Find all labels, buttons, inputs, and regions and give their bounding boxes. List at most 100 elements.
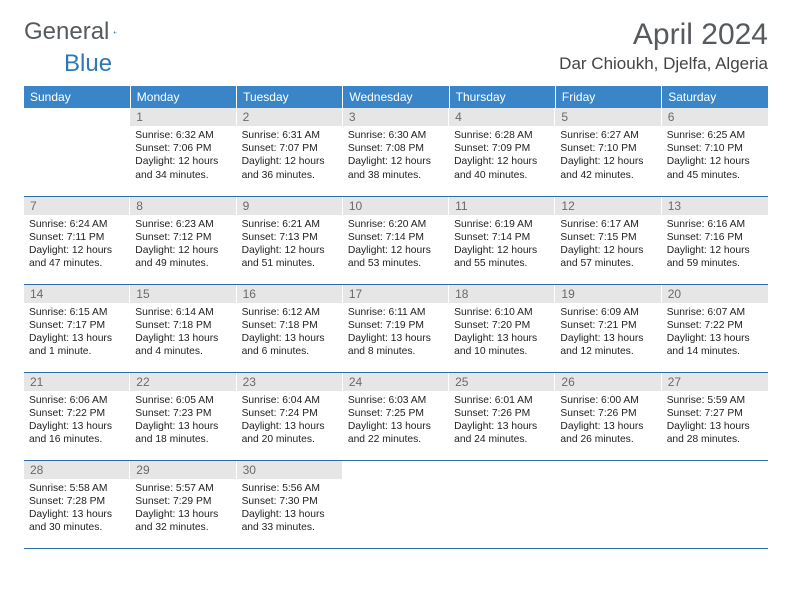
calendar-day-cell: 24Sunrise: 6:03 AMSunset: 7:25 PMDayligh… bbox=[343, 372, 449, 460]
calendar-day-cell: 6Sunrise: 6:25 AMSunset: 7:10 PMDaylight… bbox=[662, 108, 768, 196]
calendar-day-cell: 3Sunrise: 6:30 AMSunset: 7:08 PMDaylight… bbox=[343, 108, 449, 196]
day-number: 8 bbox=[130, 197, 236, 215]
calendar-day-cell bbox=[343, 460, 449, 548]
day-number: 7 bbox=[24, 197, 130, 215]
day-details: Sunrise: 6:10 AMSunset: 7:20 PMDaylight:… bbox=[449, 303, 555, 363]
day-number: 5 bbox=[555, 108, 661, 126]
day-number: 2 bbox=[237, 108, 343, 126]
weekday-header: Thursday bbox=[449, 86, 555, 108]
weekday-header: Wednesday bbox=[343, 86, 449, 108]
day-details: Sunrise: 6:00 AMSunset: 7:26 PMDaylight:… bbox=[555, 391, 661, 451]
calendar-day-cell: 12Sunrise: 6:17 AMSunset: 7:15 PMDayligh… bbox=[555, 196, 661, 284]
day-number: 17 bbox=[343, 285, 449, 303]
day-details: Sunrise: 6:12 AMSunset: 7:18 PMDaylight:… bbox=[237, 303, 343, 363]
calendar-body: 1Sunrise: 6:32 AMSunset: 7:06 PMDaylight… bbox=[24, 108, 768, 548]
day-number: 22 bbox=[130, 373, 236, 391]
day-number: 21 bbox=[24, 373, 130, 391]
day-number: 26 bbox=[555, 373, 661, 391]
day-details: Sunrise: 6:30 AMSunset: 7:08 PMDaylight:… bbox=[343, 126, 449, 186]
calendar-week-row: 7Sunrise: 6:24 AMSunset: 7:11 PMDaylight… bbox=[24, 196, 768, 284]
calendar-day-cell: 19Sunrise: 6:09 AMSunset: 7:21 PMDayligh… bbox=[555, 284, 661, 372]
calendar-week-row: 28Sunrise: 5:58 AMSunset: 7:28 PMDayligh… bbox=[24, 460, 768, 548]
day-number: 23 bbox=[237, 373, 343, 391]
calendar-day-cell: 11Sunrise: 6:19 AMSunset: 7:14 PMDayligh… bbox=[449, 196, 555, 284]
day-details: Sunrise: 6:23 AMSunset: 7:12 PMDaylight:… bbox=[130, 215, 236, 275]
calendar-day-cell: 29Sunrise: 5:57 AMSunset: 7:29 PMDayligh… bbox=[130, 460, 236, 548]
day-number: 13 bbox=[662, 197, 768, 215]
day-details: Sunrise: 6:07 AMSunset: 7:22 PMDaylight:… bbox=[662, 303, 768, 363]
calendar-day-cell: 10Sunrise: 6:20 AMSunset: 7:14 PMDayligh… bbox=[343, 196, 449, 284]
day-details: Sunrise: 6:32 AMSunset: 7:06 PMDaylight:… bbox=[130, 126, 236, 186]
calendar-day-cell: 25Sunrise: 6:01 AMSunset: 7:26 PMDayligh… bbox=[449, 372, 555, 460]
day-details: Sunrise: 6:16 AMSunset: 7:16 PMDaylight:… bbox=[662, 215, 768, 275]
day-details: Sunrise: 6:28 AMSunset: 7:09 PMDaylight:… bbox=[449, 126, 555, 186]
calendar-day-cell: 14Sunrise: 6:15 AMSunset: 7:17 PMDayligh… bbox=[24, 284, 130, 372]
calendar-day-cell bbox=[555, 460, 661, 548]
calendar-day-cell: 16Sunrise: 6:12 AMSunset: 7:18 PMDayligh… bbox=[237, 284, 343, 372]
calendar-day-cell: 4Sunrise: 6:28 AMSunset: 7:09 PMDaylight… bbox=[449, 108, 555, 196]
day-details: Sunrise: 6:04 AMSunset: 7:24 PMDaylight:… bbox=[237, 391, 343, 451]
location-text: Dar Chioukh, Djelfa, Algeria bbox=[559, 54, 768, 74]
day-number: 1 bbox=[130, 108, 236, 126]
day-details: Sunrise: 5:58 AMSunset: 7:28 PMDaylight:… bbox=[24, 479, 130, 539]
weekday-header: Friday bbox=[555, 86, 661, 108]
day-details: Sunrise: 6:25 AMSunset: 7:10 PMDaylight:… bbox=[662, 126, 768, 186]
calendar-day-cell: 20Sunrise: 6:07 AMSunset: 7:22 PMDayligh… bbox=[662, 284, 768, 372]
calendar-day-cell: 15Sunrise: 6:14 AMSunset: 7:18 PMDayligh… bbox=[130, 284, 236, 372]
day-details: Sunrise: 6:15 AMSunset: 7:17 PMDaylight:… bbox=[24, 303, 130, 363]
calendar-day-cell bbox=[662, 460, 768, 548]
day-number: 30 bbox=[237, 461, 343, 479]
day-number: 25 bbox=[449, 373, 555, 391]
brand-text-2: Blue bbox=[64, 50, 112, 77]
day-details: Sunrise: 5:57 AMSunset: 7:29 PMDaylight:… bbox=[130, 479, 236, 539]
calendar-header-row: SundayMondayTuesdayWednesdayThursdayFrid… bbox=[24, 86, 768, 108]
calendar-day-cell bbox=[24, 108, 130, 196]
calendar-day-cell: 2Sunrise: 6:31 AMSunset: 7:07 PMDaylight… bbox=[237, 108, 343, 196]
day-details: Sunrise: 6:19 AMSunset: 7:14 PMDaylight:… bbox=[449, 215, 555, 275]
day-details: Sunrise: 6:17 AMSunset: 7:15 PMDaylight:… bbox=[555, 215, 661, 275]
calendar-day-cell: 28Sunrise: 5:58 AMSunset: 7:28 PMDayligh… bbox=[24, 460, 130, 548]
calendar-week-row: 14Sunrise: 6:15 AMSunset: 7:17 PMDayligh… bbox=[24, 284, 768, 372]
calendar-day-cell: 1Sunrise: 6:32 AMSunset: 7:06 PMDaylight… bbox=[130, 108, 236, 196]
day-details: Sunrise: 6:31 AMSunset: 7:07 PMDaylight:… bbox=[237, 126, 343, 186]
day-details: Sunrise: 6:05 AMSunset: 7:23 PMDaylight:… bbox=[130, 391, 236, 451]
calendar-week-row: 21Sunrise: 6:06 AMSunset: 7:22 PMDayligh… bbox=[24, 372, 768, 460]
title-block: April 2024 Dar Chioukh, Djelfa, Algeria bbox=[559, 18, 768, 74]
day-number: 29 bbox=[130, 461, 236, 479]
day-details: Sunrise: 6:03 AMSunset: 7:25 PMDaylight:… bbox=[343, 391, 449, 451]
day-number: 15 bbox=[130, 285, 236, 303]
calendar-day-cell: 22Sunrise: 6:05 AMSunset: 7:23 PMDayligh… bbox=[130, 372, 236, 460]
day-number: 3 bbox=[343, 108, 449, 126]
calendar-day-cell: 21Sunrise: 6:06 AMSunset: 7:22 PMDayligh… bbox=[24, 372, 130, 460]
weekday-header: Sunday bbox=[24, 86, 130, 108]
calendar-day-cell: 18Sunrise: 6:10 AMSunset: 7:20 PMDayligh… bbox=[449, 284, 555, 372]
day-number: 11 bbox=[449, 197, 555, 215]
calendar-day-cell: 5Sunrise: 6:27 AMSunset: 7:10 PMDaylight… bbox=[555, 108, 661, 196]
day-details: Sunrise: 5:59 AMSunset: 7:27 PMDaylight:… bbox=[662, 391, 768, 451]
calendar-week-row: 1Sunrise: 6:32 AMSunset: 7:06 PMDaylight… bbox=[24, 108, 768, 196]
calendar-day-cell: 13Sunrise: 6:16 AMSunset: 7:16 PMDayligh… bbox=[662, 196, 768, 284]
weekday-header: Tuesday bbox=[237, 86, 343, 108]
calendar-day-cell: 30Sunrise: 5:56 AMSunset: 7:30 PMDayligh… bbox=[237, 460, 343, 548]
brand-logo: General bbox=[24, 18, 137, 46]
day-number: 27 bbox=[662, 373, 768, 391]
day-details: Sunrise: 6:09 AMSunset: 7:21 PMDaylight:… bbox=[555, 303, 661, 363]
day-number: 16 bbox=[237, 285, 343, 303]
day-number: 10 bbox=[343, 197, 449, 215]
day-number: 9 bbox=[237, 197, 343, 215]
calendar-day-cell: 7Sunrise: 6:24 AMSunset: 7:11 PMDaylight… bbox=[24, 196, 130, 284]
day-number: 6 bbox=[662, 108, 768, 126]
day-details: Sunrise: 5:56 AMSunset: 7:30 PMDaylight:… bbox=[237, 479, 343, 539]
calendar-day-cell: 17Sunrise: 6:11 AMSunset: 7:19 PMDayligh… bbox=[343, 284, 449, 372]
day-details: Sunrise: 6:11 AMSunset: 7:19 PMDaylight:… bbox=[343, 303, 449, 363]
day-number: 28 bbox=[24, 461, 130, 479]
brand-text-1: General bbox=[24, 18, 109, 46]
day-details: Sunrise: 6:27 AMSunset: 7:10 PMDaylight:… bbox=[555, 126, 661, 186]
month-title: April 2024 bbox=[559, 18, 768, 52]
day-number: 19 bbox=[555, 285, 661, 303]
day-details: Sunrise: 6:14 AMSunset: 7:18 PMDaylight:… bbox=[130, 303, 236, 363]
sail-icon bbox=[113, 22, 117, 42]
day-details: Sunrise: 6:20 AMSunset: 7:14 PMDaylight:… bbox=[343, 215, 449, 275]
calendar-table: SundayMondayTuesdayWednesdayThursdayFrid… bbox=[24, 86, 768, 549]
day-number: 14 bbox=[24, 285, 130, 303]
